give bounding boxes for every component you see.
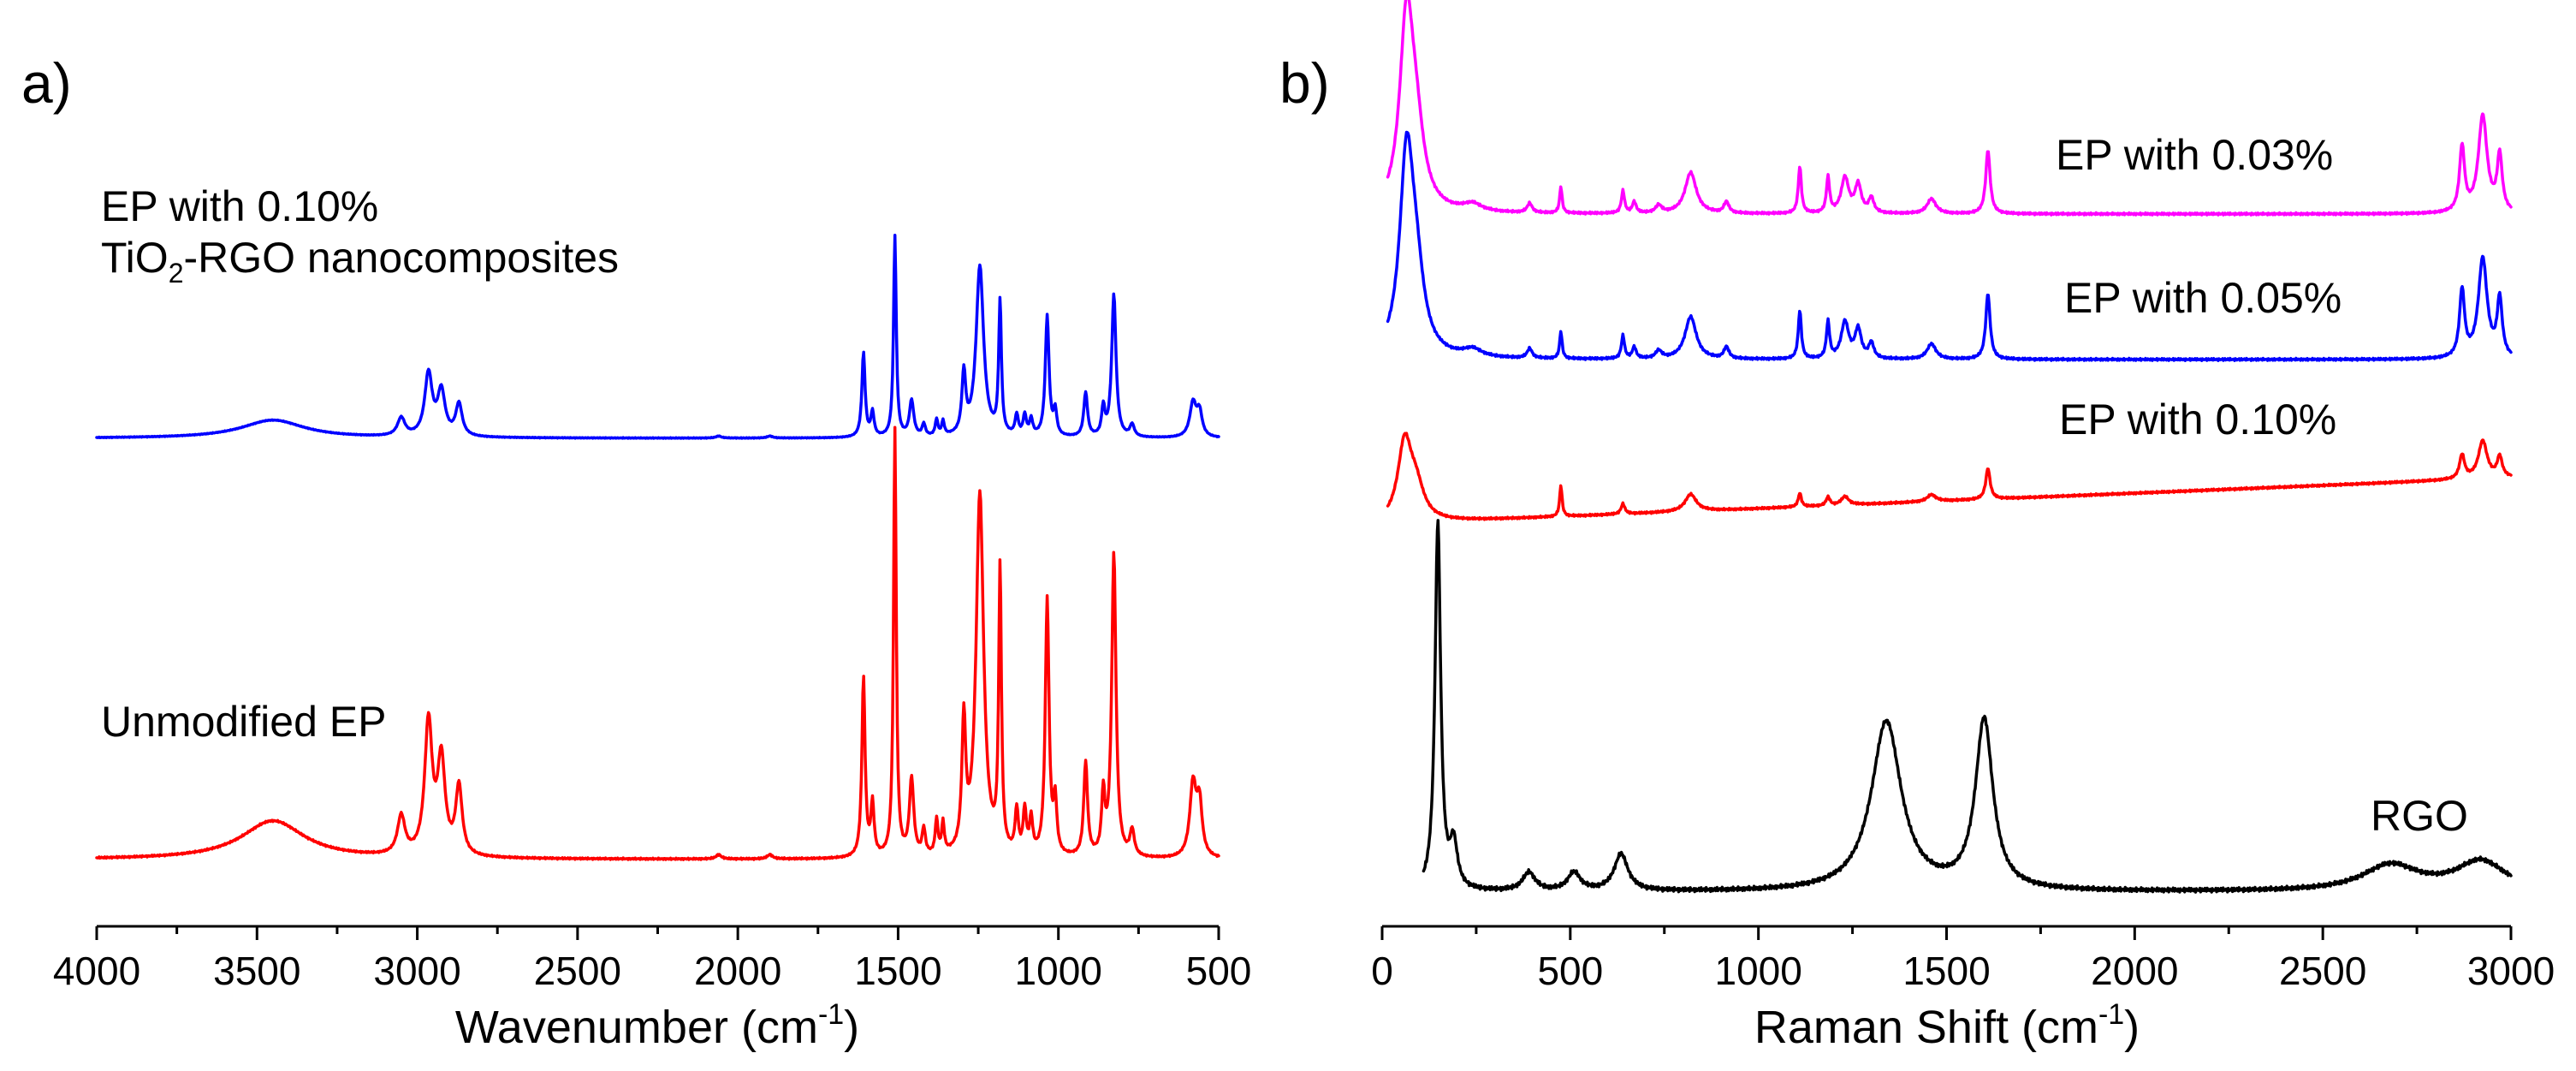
panel-a-tick-label: 2500 <box>534 949 621 993</box>
panel-a-tick-label: 2000 <box>694 949 781 993</box>
panel-a-tick-label: 3000 <box>373 949 460 993</box>
panel-b-tick-label: 1000 <box>1714 949 1801 993</box>
panel-b-tick-label: 0 <box>1371 949 1393 993</box>
panel-a-series-unmodified-ep <box>95 425 1220 861</box>
panel-b-x-label: Raman Shift (cm-1) <box>1754 998 2140 1053</box>
panel-a-tick-label: 3500 <box>213 949 300 993</box>
panel-b-ticks <box>1380 926 2513 940</box>
panel-a-series-ep-0-10-tio2-rgo <box>95 234 1220 440</box>
panel-b-label: b) <box>1279 51 1330 115</box>
panel-a-label: a) <box>21 51 72 115</box>
panel-a-legend-unmodified-ep: Unmodified EP <box>101 698 387 746</box>
panel-b-tick-label: 2000 <box>2091 949 2178 993</box>
panel-a-tick-label: 1500 <box>854 949 941 993</box>
panel-b-series-rgo <box>1422 519 2513 894</box>
panel-b-tick-label: 500 <box>1537 949 1603 993</box>
panel-b-series-ep-0-10 <box>1386 431 2513 521</box>
panel-a-x-label: Wavenumber (cm-1) <box>455 998 859 1053</box>
panel-a-tick-label: 500 <box>1186 949 1252 993</box>
panel-a-tick-label: 1000 <box>1015 949 1102 993</box>
panel-a-legend-ep-010-line2: TiO2-RGO nanocomposites <box>101 234 619 289</box>
panel-b-series-ep-0-03 <box>1386 0 2513 217</box>
panel-b-tick-label: 1500 <box>1902 949 1990 993</box>
panel-b-legend-ep-003: EP with 0.03% <box>2056 131 2333 179</box>
panel-b-tick-labels: 0 500 1000 1500 2000 2500 3000 <box>1371 949 2555 993</box>
panel-b-tick-label: 2500 <box>2279 949 2366 993</box>
panel-a: a) 4000 3500 3000 2500 2000 1500 1000 500 Waven… <box>21 51 1251 1053</box>
panel-a-legend-ep-010-line1: EP with 0.10% <box>101 182 378 230</box>
panel-b-legend-rgo: RGO <box>2371 792 2468 840</box>
panel-b-series-ep-0-05 <box>1386 130 2513 362</box>
panel-b: b) 0 500 1000 1500 2000 2500 3000 Raman Shift … <box>1279 0 2555 1053</box>
panel-a-tick-label: 4000 <box>53 949 140 993</box>
panel-a-tick-labels: 4000 3500 3000 2500 2000 1500 1000 500 <box>53 949 1252 993</box>
panel-b-tick-label: 3000 <box>2467 949 2555 993</box>
panel-b-legend-ep-010: EP with 0.10% <box>2059 396 2336 443</box>
panel-a-ticks <box>95 926 1220 940</box>
panel-b-legend-ep-005: EP with 0.05% <box>2064 274 2342 322</box>
